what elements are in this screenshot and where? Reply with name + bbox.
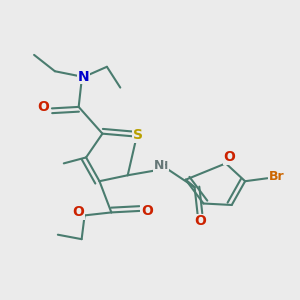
Text: O: O — [195, 214, 206, 228]
Text: O: O — [224, 150, 235, 164]
Text: O: O — [38, 100, 50, 114]
Text: Br: Br — [268, 170, 284, 183]
Text: O: O — [141, 204, 153, 218]
Text: O: O — [73, 206, 85, 219]
Text: S: S — [133, 128, 143, 142]
Text: N: N — [154, 159, 164, 172]
Text: N: N — [77, 70, 89, 84]
Text: H: H — [159, 161, 168, 171]
